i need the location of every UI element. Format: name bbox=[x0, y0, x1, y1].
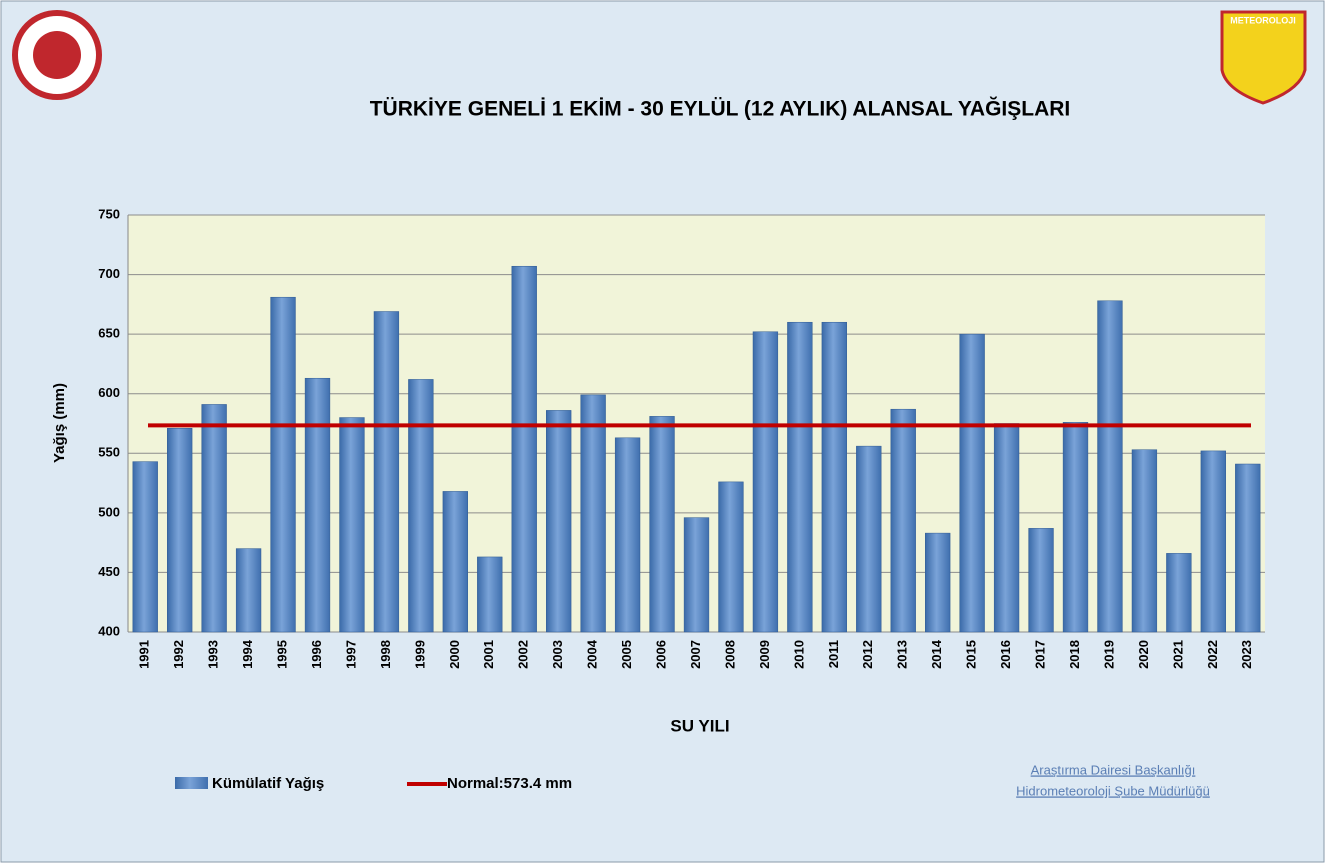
x-tick-label: 2023 bbox=[1239, 640, 1254, 669]
bar bbox=[890, 408, 916, 633]
bar bbox=[1200, 450, 1226, 633]
bar bbox=[856, 445, 882, 633]
bar bbox=[821, 321, 847, 633]
x-tick-label: 2002 bbox=[516, 640, 531, 669]
bar bbox=[511, 265, 537, 633]
x-tick-label: 2018 bbox=[1067, 640, 1082, 669]
bar bbox=[201, 404, 227, 633]
x-tick-label: 2008 bbox=[722, 640, 737, 669]
x-tick-label: 1994 bbox=[240, 639, 255, 669]
bar bbox=[442, 491, 468, 633]
bar bbox=[1166, 553, 1192, 633]
x-tick-label: 2010 bbox=[791, 640, 806, 669]
logo-text: METEOROLOJI bbox=[1230, 15, 1296, 25]
bar bbox=[167, 428, 193, 633]
bar bbox=[1235, 463, 1261, 633]
bar bbox=[718, 481, 744, 633]
y-tick-label: 400 bbox=[98, 623, 120, 638]
y-tick-label: 650 bbox=[98, 326, 120, 341]
x-axis-title: SU YILI bbox=[670, 716, 729, 735]
x-tick-label: 2011 bbox=[826, 640, 841, 668]
x-tick-label: 2014 bbox=[929, 639, 944, 669]
x-tick-label: 1996 bbox=[309, 640, 324, 669]
x-tick-label: 2001 bbox=[481, 640, 496, 669]
x-tick-label: 2009 bbox=[757, 640, 772, 669]
x-tick-label: 1999 bbox=[412, 640, 427, 669]
x-tick-label: 2019 bbox=[1101, 640, 1116, 669]
x-tick-label: 2006 bbox=[653, 640, 668, 669]
x-tick-label: 1998 bbox=[378, 640, 393, 669]
bar bbox=[373, 311, 400, 633]
x-tick-label: 1992 bbox=[171, 640, 186, 669]
chart-title: TÜRKİYE GENELİ 1 EKİM - 30 EYLÜL (12 AYL… bbox=[370, 97, 1071, 121]
bar bbox=[752, 331, 779, 633]
legend-label: Normal:573.4 mm bbox=[447, 775, 572, 792]
bar bbox=[993, 423, 1020, 633]
bar bbox=[1131, 449, 1158, 633]
y-tick-label: 450 bbox=[98, 564, 120, 579]
x-tick-label: 2005 bbox=[619, 640, 634, 669]
bar bbox=[614, 437, 641, 633]
ministry-logo-inner bbox=[33, 31, 81, 79]
bar bbox=[580, 394, 606, 633]
x-tick-label: 2012 bbox=[860, 640, 875, 669]
y-tick-label: 500 bbox=[98, 504, 120, 519]
x-tick-label: 2016 bbox=[998, 640, 1013, 669]
legend-swatch bbox=[175, 777, 208, 789]
x-tick-label: 2000 bbox=[447, 640, 462, 669]
y-tick-label: 600 bbox=[98, 385, 120, 400]
x-tick-label: 1993 bbox=[206, 640, 221, 669]
x-tick-label: 2013 bbox=[895, 640, 910, 669]
x-tick-label: 2017 bbox=[1032, 640, 1047, 669]
bar bbox=[270, 296, 296, 633]
legend-label: Kümülatif Yağış bbox=[212, 775, 324, 792]
bar bbox=[408, 379, 434, 633]
x-tick-label: 2015 bbox=[964, 640, 979, 669]
bar bbox=[477, 556, 503, 633]
y-tick-label: 750 bbox=[98, 206, 120, 221]
y-tick-label: 700 bbox=[98, 266, 120, 281]
x-tick-label: 1995 bbox=[274, 640, 289, 669]
bar bbox=[1062, 422, 1089, 633]
x-tick-label: 1997 bbox=[343, 640, 358, 669]
bar bbox=[304, 377, 331, 633]
bar bbox=[1097, 300, 1123, 633]
footer-text: Hidrometeoroloji Şube Müdürlüğü bbox=[1016, 783, 1210, 798]
x-tick-label: 1991 bbox=[137, 640, 152, 669]
bar bbox=[925, 532, 951, 633]
x-tick-label: 2020 bbox=[1136, 640, 1151, 669]
bar bbox=[132, 461, 158, 633]
bar bbox=[1028, 528, 1054, 633]
x-tick-label: 2003 bbox=[550, 640, 565, 669]
x-tick-label: 2007 bbox=[688, 640, 703, 669]
footer-text: Araştırma Dairesi Başkanlığı bbox=[1031, 762, 1196, 777]
bar bbox=[649, 416, 675, 633]
meteorology-logo bbox=[1220, 10, 1307, 105]
bar bbox=[959, 333, 985, 633]
bar bbox=[787, 321, 813, 633]
bar bbox=[339, 417, 365, 633]
bar bbox=[546, 410, 572, 633]
y-tick-label: 550 bbox=[98, 445, 120, 460]
x-tick-label: 2021 bbox=[1170, 640, 1185, 669]
x-tick-label: 2004 bbox=[585, 639, 600, 669]
x-tick-label: 2022 bbox=[1205, 640, 1220, 669]
y-axis-title: Yağış (mm) bbox=[51, 383, 68, 463]
bar bbox=[235, 548, 262, 633]
bar bbox=[683, 517, 710, 633]
